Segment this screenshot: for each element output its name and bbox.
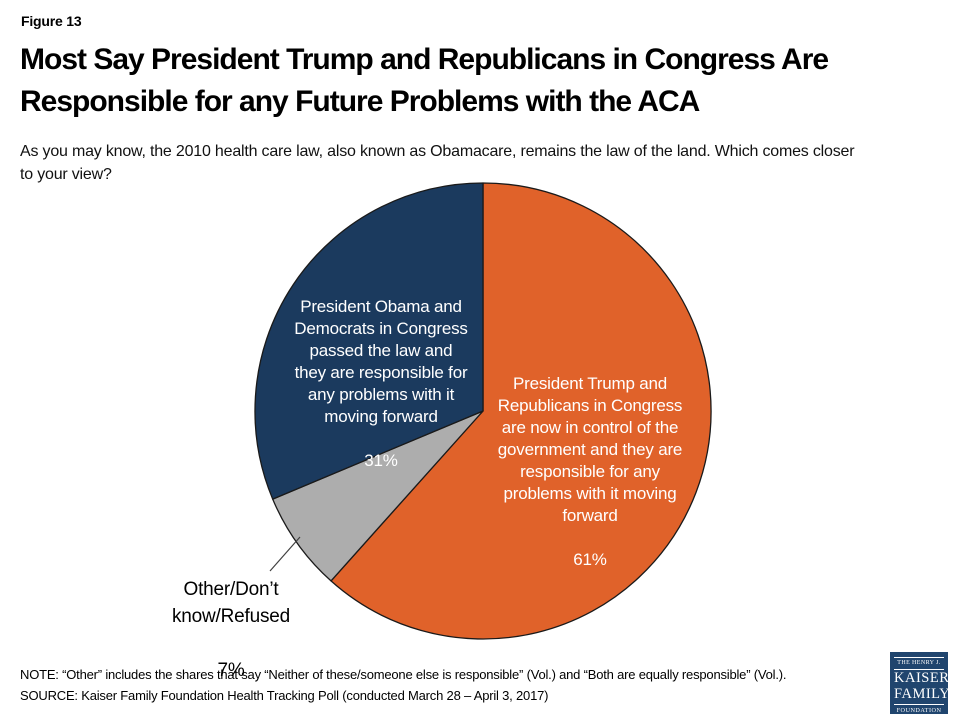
pie-slice-obama-democrats bbox=[254, 182, 484, 500]
kff-logo-line-family: FAMILY bbox=[894, 686, 951, 702]
figure-label: Figure 13 bbox=[21, 13, 82, 29]
pie-label-obama-democrats: President Obama and Democrats in Congres… bbox=[271, 274, 491, 494]
pie-label-pct: 31% bbox=[364, 451, 398, 470]
kff-logo-line-kaiser: KAISER bbox=[894, 670, 950, 686]
note-text: NOTE: “Other” includes the shares that s… bbox=[20, 667, 787, 682]
pie-label-text: Other/Don’t know/Refused bbox=[171, 579, 290, 627]
pie-slice-trump-republicans bbox=[330, 182, 712, 640]
footer: NOTE: “Other” includes the shares that s… bbox=[20, 665, 880, 706]
pie-label-text: President Obama and Democrats in Congres… bbox=[294, 297, 468, 426]
pie-label-trump-republicans: President Trump and Republicans in Congr… bbox=[480, 351, 700, 593]
pie-label-pct: 7% bbox=[217, 660, 245, 681]
kff-logo: THE HENRY J. KAISER FAMILY FOUNDATION bbox=[890, 652, 951, 714]
source-text: SOURCE: Kaiser Family Foundation Health … bbox=[20, 687, 549, 703]
pie-label-pct: 61% bbox=[573, 550, 607, 569]
other-label-leader-line bbox=[269, 536, 301, 572]
kff-logo-line-foundation: FOUNDATION bbox=[894, 704, 944, 714]
pie-slice-other-dont-know-refused bbox=[272, 410, 484, 582]
pie-label-other: Other/Don’t know/Refused 7% bbox=[146, 549, 316, 711]
page-title: Most Say President Trump and Republicans… bbox=[20, 43, 829, 118]
survey-question: As you may know, the 2010 health care la… bbox=[20, 143, 855, 183]
kff-logo-line-henry: THE HENRY J. bbox=[894, 657, 944, 670]
pie-label-text: President Trump and Republicans in Congr… bbox=[497, 374, 683, 525]
